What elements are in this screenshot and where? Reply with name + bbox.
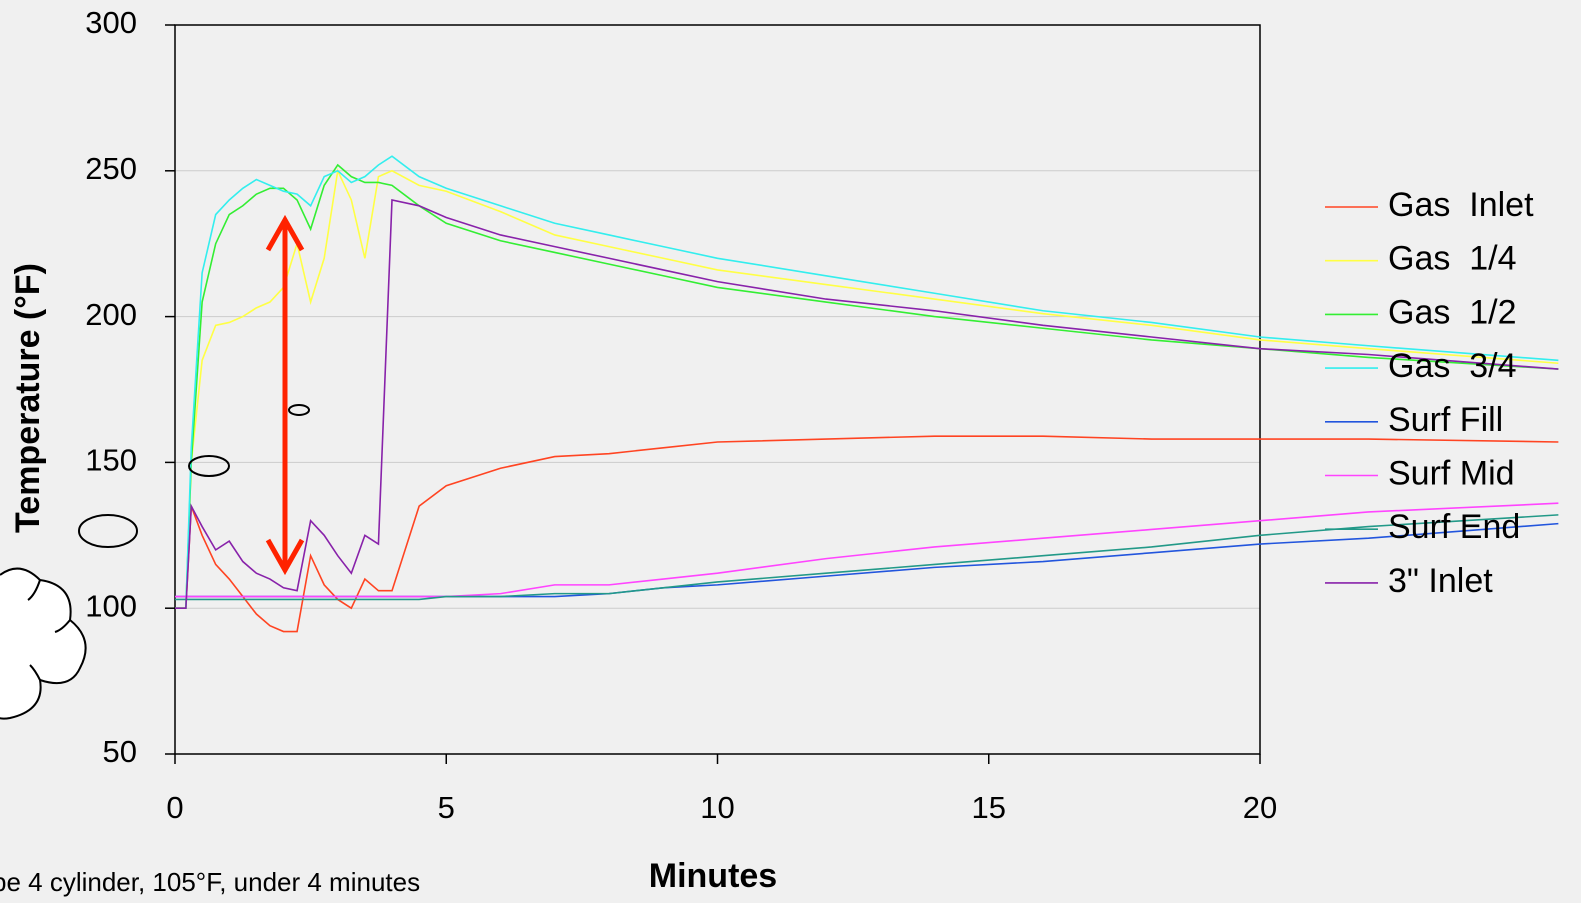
y-tick-label: 250 xyxy=(85,151,137,186)
legend-label: Gas 3/4 xyxy=(1388,347,1517,385)
y-tick-label: 200 xyxy=(85,297,137,332)
background xyxy=(0,0,1581,903)
legend-label: 3" Inlet xyxy=(1388,562,1493,600)
y-axis-label: Temperature (°F) xyxy=(9,263,47,533)
annotation: pe 4 cylinder, 105°F, under 4 minutes xyxy=(0,867,420,897)
x-tick-label: 0 xyxy=(166,790,183,825)
x-tick-label: 10 xyxy=(700,790,734,825)
x-tick-label: 5 xyxy=(438,790,455,825)
legend-label: Gas 1/4 xyxy=(1388,240,1517,278)
x-tick-label: 20 xyxy=(1243,790,1277,825)
x-tick-label: 15 xyxy=(972,790,1006,825)
legend-label: Surf Mid xyxy=(1388,454,1515,492)
chart: Temperature (°F) Minutes pe 4 cylinder, … xyxy=(0,0,1581,903)
y-tick-label: 100 xyxy=(85,588,137,623)
y-tick-label: 50 xyxy=(103,734,137,769)
legend-label: Gas Inlet xyxy=(1388,186,1534,224)
legend-label: Surf End xyxy=(1388,508,1520,546)
y-tick-label: 150 xyxy=(85,443,137,478)
legend-label: Gas 1/2 xyxy=(1388,293,1517,331)
legend-label: Surf Fill xyxy=(1388,401,1503,439)
x-axis-label: Minutes xyxy=(649,857,777,895)
y-tick-label: 300 xyxy=(85,5,137,40)
